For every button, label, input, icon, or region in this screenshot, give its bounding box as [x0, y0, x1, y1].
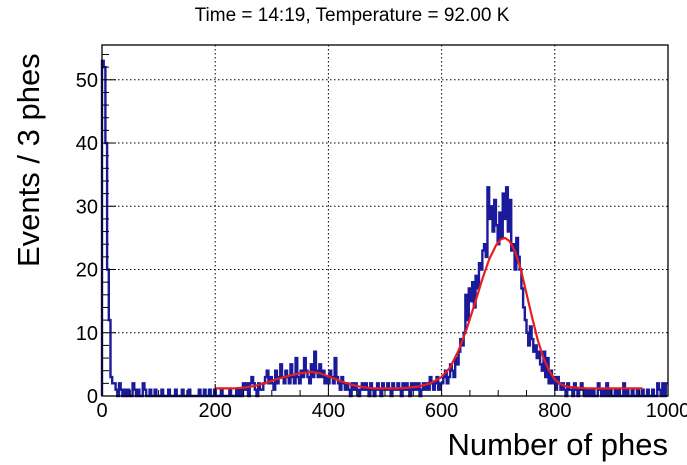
y-axis-title: Events / 3 phes [11, 53, 46, 267]
x-tick-label: 600 [425, 400, 458, 422]
x-tick-label: 400 [312, 400, 345, 422]
grid-lines [102, 45, 668, 396]
y-tick-label: 0 [87, 386, 98, 408]
x-tick-label: 200 [199, 400, 232, 422]
y-tick-label: 30 [76, 196, 98, 218]
y-tick-label: 40 [76, 133, 98, 155]
y-tick-label: 50 [76, 70, 98, 92]
fit-curve-series [215, 236, 643, 390]
fit-curve-line [215, 236, 643, 390]
tick-labels: 0 200 400 600 800 1000 0 10 20 30 40 50 [76, 70, 687, 422]
y-tick-label: 10 [76, 323, 98, 345]
chart-title: Time = 14:19, Temperature = 92.00 K [195, 5, 510, 26]
x-tick-label: 1000 [646, 400, 687, 422]
x-tick-label: 800 [538, 400, 571, 422]
axis-ticks [101, 53, 669, 397]
x-tick-label: 0 [96, 400, 107, 422]
y-tick-label: 20 [76, 260, 98, 282]
x-axis-title: Number of phes [447, 427, 668, 462]
